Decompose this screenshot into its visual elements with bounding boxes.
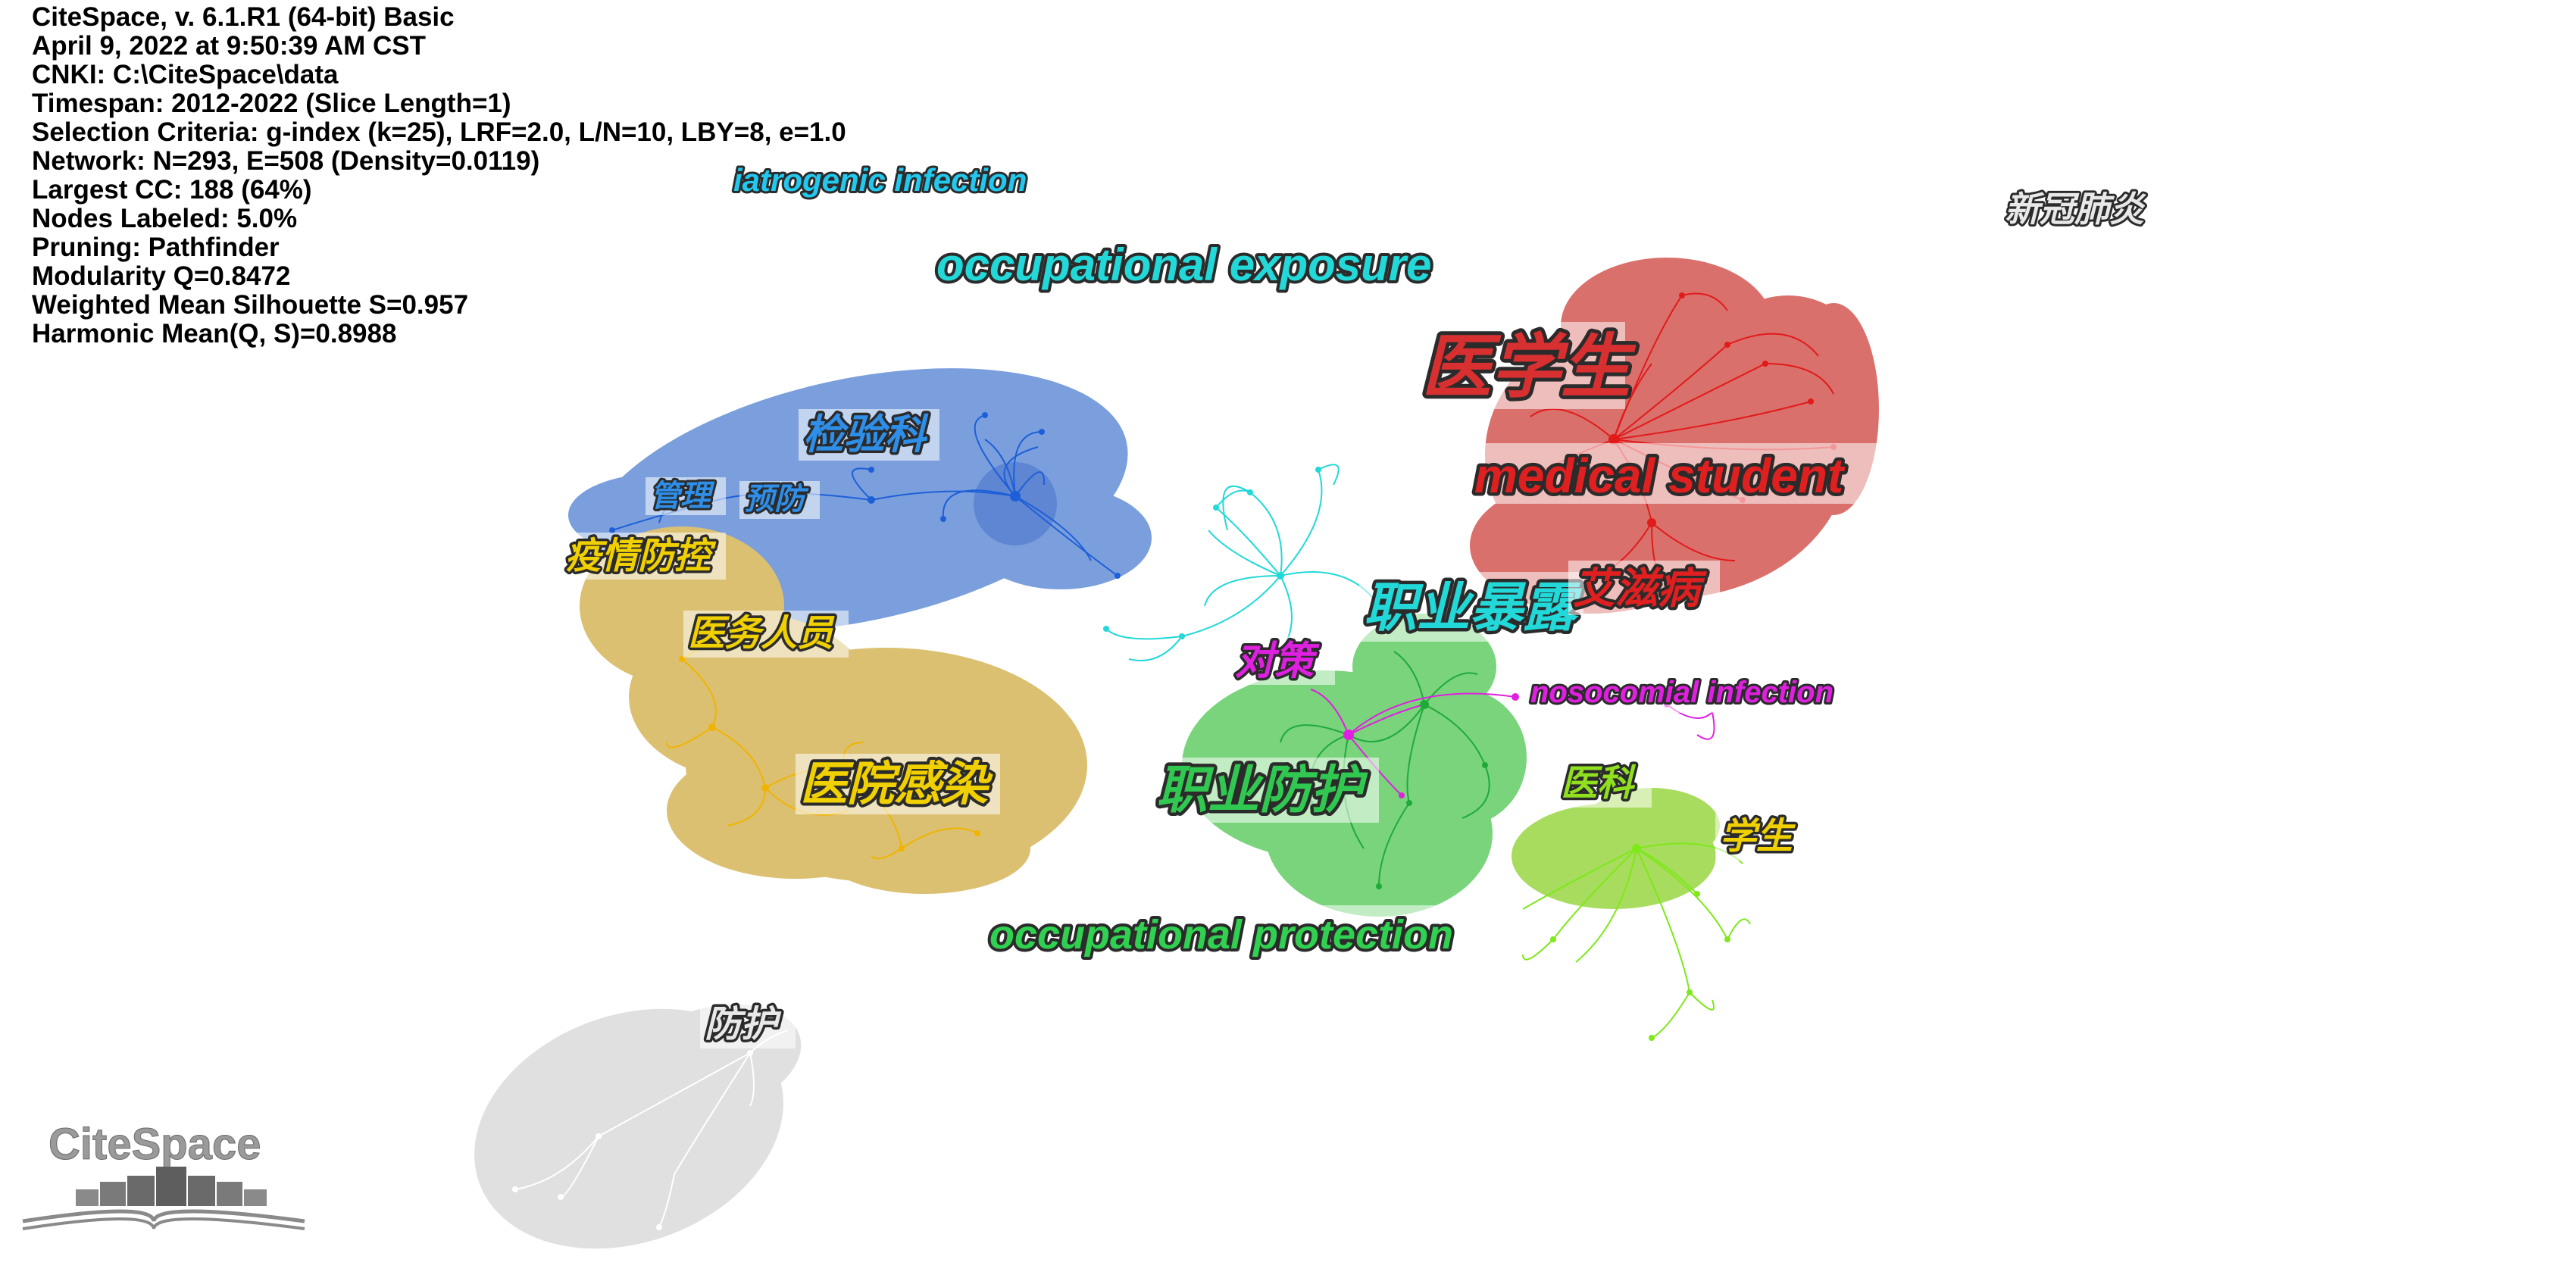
label-occupational-protection: occupational protection [989, 912, 1453, 958]
edges-lime [1522, 842, 1751, 1039]
label-jianyanke: 检验科 [803, 412, 929, 458]
edges-green [1280, 651, 1490, 887]
cluster-labels: iatrogenic infection occupational exposu… [561, 158, 2164, 1048]
info-date: April 9, 2022 at 9:50:39 AM CST [32, 31, 427, 61]
label-xinguan-feiyan: 新冠肺炎 [2005, 189, 2146, 229]
label-yiyuan-ganran: 医院感染 [800, 758, 993, 811]
info-silhouette: Weighted Mean Silhouette S=0.957 [32, 290, 469, 320]
edges-cyan [1105, 464, 1380, 661]
logo-text: CiteSpace [48, 1120, 261, 1169]
label-iatrogenic-infection: iatrogenic infection [733, 162, 1027, 198]
label-medical-student: medical student [1474, 448, 1846, 503]
label-yufang: 预防 [744, 483, 809, 516]
info-harmonic-mean: Harmonic Mean(Q, S)=0.8988 [32, 319, 397, 348]
citespace-logo: CiteSpace [22, 1120, 305, 1230]
info-timespan: Timespan: 2012-2022 (Slice Length=1) [32, 89, 511, 118]
nodes-cyan [1103, 467, 1321, 639]
info-modularity: Modularity Q=0.8472 [32, 261, 291, 291]
logo-book-icon [22, 1167, 305, 1230]
network-summary: CiteSpace, v. 6.1.R1 (64-bit) Basic Apri… [32, 3, 846, 348]
label-guanli: 管理 [650, 480, 715, 513]
label-aizibing: 艾滋病 [1573, 564, 1708, 612]
edges-blue [611, 414, 1118, 577]
label-yiwu-renyuan: 医务人员 [688, 614, 835, 654]
label-nosocomial-infection: nosocomial infection [1530, 676, 1834, 709]
info-source: CNKI: C:\CiteSpace\data [32, 60, 339, 89]
label-yiqing-fangkong: 疫情防控 [565, 536, 717, 577]
label-yike: 医科 [1561, 764, 1637, 804]
info-pruning: Pruning: Pathfinder [32, 233, 280, 262]
label-yixuesheng: 医学生 [1421, 329, 1637, 406]
cluster-red-medical-student [1470, 258, 1879, 614]
label-occupational-exposure: occupational exposure [936, 239, 1432, 290]
nodes-lime [1550, 844, 1730, 1041]
label-zhiye-baolu: 职业暴露 [1364, 578, 1583, 637]
info-version: CiteSpace, v. 6.1.R1 (64-bit) Basic [32, 2, 455, 32]
info-nodes-labeled: Nodes Labeled: 5.0% [32, 204, 298, 233]
info-network: Network: N=293, E=508 (Density=0.0119) [32, 146, 540, 176]
info-largest-cc: Largest CC: 188 (64%) [32, 175, 312, 205]
nodes-gray [512, 1050, 753, 1230]
label-xuesheng: 学生 [1720, 817, 1796, 857]
label-duice: 对策 [1235, 639, 1320, 683]
info-selection-criteria: Selection Criteria: g-index (k=25), LRF=… [32, 117, 846, 147]
label-fanghu: 防护 [705, 1005, 782, 1045]
label-zhiye-fanghu: 职业防护 [1156, 761, 1368, 819]
